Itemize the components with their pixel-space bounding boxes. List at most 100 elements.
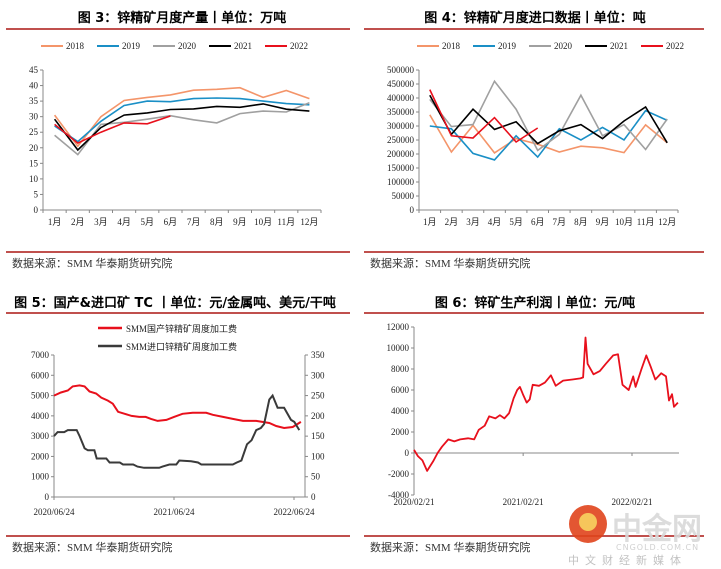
x-tick-label: 5月 (140, 217, 154, 227)
y2-tick-label: 0 (311, 492, 316, 502)
y-tick-label: -4000 (388, 490, 409, 500)
source-note: 数据来源：SMM 华泰期货研究院 (12, 256, 172, 270)
source-note: 数据来源：SMM 华泰期货研究院 (370, 540, 530, 554)
y-tick-label: 350000 (387, 107, 415, 117)
x-tick-label: 10月 (615, 217, 633, 227)
y-tick-label: 150000 (387, 163, 415, 173)
y-tick-label: 0 (410, 205, 415, 215)
watermark-name: 中金网 (612, 512, 702, 547)
legend-label: 2021 (234, 41, 252, 51)
series-line-2020 (429, 79, 668, 152)
plot-production: 0 5 10 15 20 25 30 35 40 45 1月 2月 3月 4月 5月 6月 7月 8月 9月 10月 1… (29, 41, 322, 227)
chart-production: 图 3：锌精矿月度产量丨单位：万吨 0 5 10 15 20 25 30 35 40 45 1月 2月… (6, 10, 350, 270)
x-tick-label: 12月 (300, 217, 318, 227)
y-tick-label: 5000 (31, 391, 50, 401)
x-tick-label: 2021/06/24 (153, 507, 195, 517)
chart-tc: 图 5：国产&进口矿 TC 丨单位：元/金属吨、美元/干吨 0100020003… (6, 295, 350, 554)
chart-title: 图 4：锌精矿月度进口数据丨单位：吨 (424, 10, 646, 26)
y-tick-label: 15 (29, 158, 39, 168)
chart-imports: 图 4：锌精矿月度进口数据丨单位：吨 0 50000 100000 150000 200… (364, 10, 704, 270)
watermark-domain: CNGOLD.COM.CN (616, 543, 699, 552)
y2-tick-label: 300 (311, 370, 325, 380)
watermark-logo: 中金网 CNGOLD.COM.CN 中文财经新媒体 (568, 505, 702, 567)
y-tick-label: 0 (34, 205, 39, 215)
y-tick-label: 300000 (387, 121, 415, 131)
series-line-2020 (54, 101, 310, 156)
y-tick-label: 12000 (387, 322, 410, 332)
x-tick-label: 8月 (210, 217, 224, 227)
series-line-2019 (54, 97, 310, 143)
x-tick-label: 1月 (48, 217, 62, 227)
x-tick-label: 4月 (488, 217, 502, 227)
x-tick-label: 2022/06/24 (273, 507, 315, 517)
series-line-2022 (54, 115, 171, 145)
y2-tick-label: 250 (311, 391, 325, 401)
legend-label: 2022 (290, 41, 308, 51)
x-tick-label: 3月 (94, 217, 108, 227)
x-tick-label: 10月 (254, 217, 272, 227)
y-tick-label: 30 (29, 112, 39, 122)
chart-title: 图 5：国产&进口矿 TC 丨单位：元/金属吨、美元/干吨 (14, 295, 336, 311)
y-tick-label: 0 (45, 492, 50, 502)
plot-imports: 0 50000 100000 150000 200000 250000 300000 3500… (387, 41, 684, 227)
x-tick-label: 11月 (637, 217, 655, 227)
x-tick-label: 2021/02/21 (503, 497, 544, 507)
y2-tick-label: 50 (311, 472, 321, 482)
x-tick-label: 6月 (531, 217, 545, 227)
y-tick-label: 250000 (387, 135, 415, 145)
x-tick-label: 11月 (277, 217, 295, 227)
legend-label: 2019 (122, 41, 141, 51)
y-tick-label: 50000 (392, 191, 415, 201)
series-line-2018 (53, 86, 310, 148)
x-tick-label: 2020/02/21 (393, 497, 434, 507)
y2-tick-label: 200 (311, 411, 325, 421)
chart-title: 图 3：锌精矿月度产量丨单位：万吨 (78, 10, 287, 26)
legend-label: SMM进口锌精矿周度加工费 (126, 341, 237, 352)
legend-label: 2018 (66, 41, 85, 51)
x-tick-label: 2月 (445, 217, 459, 227)
y2-tick-label: 150 (311, 431, 325, 441)
legend-label: 2022 (666, 41, 684, 51)
x-tick-label: 9月 (233, 217, 247, 227)
y-tick-label: 8000 (391, 364, 410, 374)
y-tick-label: 4000 (391, 406, 410, 416)
y-tick-label: 10 (29, 174, 39, 184)
y-tick-label: 500000 (387, 65, 415, 75)
y-tick-label: -2000 (388, 469, 409, 479)
y2-tick-label: 100 (311, 451, 325, 461)
plot-profit: -4000 -2000 0 2000 4000 6000 8000 10000 12000 202… (387, 322, 679, 507)
y-tick-label: 3000 (31, 431, 50, 441)
y-tick-label: 40 (29, 81, 39, 91)
series-line-2018 (429, 114, 668, 154)
y2-tick-label: 350 (311, 350, 325, 360)
series-line-2021 (53, 103, 310, 152)
y-tick-label: 200000 (387, 149, 415, 159)
y-tick-label: 450000 (387, 79, 415, 89)
chart-title: 图 6：锌矿生产利润丨单位：元/吨 (435, 295, 635, 311)
legend-label: 2021 (610, 41, 628, 51)
legend-label: 2019 (498, 41, 517, 51)
legend-label: 2020 (178, 41, 197, 51)
series-line-profit (413, 336, 679, 472)
legend-label: SMM国产锌精矿周度加工费 (126, 323, 237, 334)
y-tick-label: 100000 (387, 177, 415, 187)
y-tick-label: 1000 (31, 472, 50, 482)
x-tick-label: 7月 (553, 217, 567, 227)
x-tick-label: 8月 (574, 217, 588, 227)
plot-tc: 0 1000 2000 3000 4000 5000 6000 7000 0 50 100 150 20… (31, 323, 325, 517)
source-note: 数据来源：SMM 华泰期货研究院 (12, 540, 172, 554)
series-line-2022 (429, 89, 539, 144)
series-line-2021 (429, 94, 668, 145)
x-tick-label: 9月 (596, 217, 610, 227)
y-tick-label: 25 (29, 127, 39, 137)
y-tick-label: 10000 (387, 343, 410, 353)
x-tick-label: 2022/02/21 (611, 497, 652, 507)
legend-label: 2020 (554, 41, 573, 51)
series-line-import-tc (53, 393, 301, 469)
series-line-domestic-tc (53, 384, 302, 430)
y-tick-label: 6000 (31, 370, 50, 380)
y-tick-label: 6000 (391, 385, 410, 395)
y-tick-label: 45 (29, 65, 39, 75)
x-tick-label: 1月 (423, 217, 437, 227)
